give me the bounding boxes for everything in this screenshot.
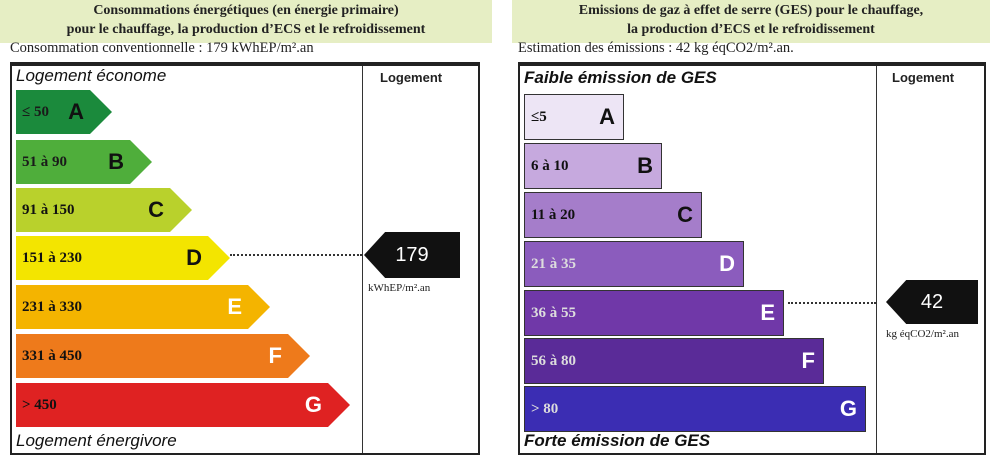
class-letter: A: [599, 104, 615, 129]
class-letter: C: [148, 197, 164, 222]
ges-class-D: 21 à 35 D: [524, 241, 744, 287]
class-letter: D: [719, 251, 735, 276]
ges-class-C: 11 à 20 C: [524, 192, 702, 238]
class-letter: F: [801, 348, 815, 373]
class-range: > 80: [531, 400, 559, 417]
energy-top-label: Logement économe: [16, 66, 167, 85]
class-range: 36 à 55: [531, 304, 576, 321]
energy-class-F: 331 à 450 F: [16, 334, 310, 378]
class-letter: E: [227, 294, 242, 319]
energy-title-2: pour le chauffage, la production d’ECS e…: [66, 22, 426, 37]
ges-class-G: > 80 G: [524, 386, 866, 432]
ges-bottom-label: Forte émission de GES: [524, 431, 711, 450]
class-range: 56 à 80: [531, 352, 576, 369]
class-range: 21 à 35: [531, 255, 576, 272]
class-letter: F: [268, 343, 282, 368]
energy-bottom-label: Logement énergivore: [16, 431, 177, 450]
ges-scale-box: Faible émission de GES Forte émission de…: [518, 62, 986, 455]
ges-estimate: Estimation des émissions : 42 kg éqCO2/m…: [518, 40, 794, 56]
class-range: 331 à 450: [22, 347, 82, 364]
energy-title-1: Consommations énergétiques (en énergie p…: [93, 3, 399, 18]
class-letter: G: [839, 396, 857, 421]
class-letter: B: [637, 153, 653, 178]
class-range: 51 à 90: [22, 153, 67, 170]
class-letter: C: [677, 202, 693, 227]
class-range: > 450: [22, 396, 57, 413]
ges-class-F: 56 à 80 F: [524, 338, 824, 384]
divider: [362, 66, 363, 453]
ges-top-label: Faible émission de GES: [524, 68, 717, 87]
ges-title-2: la production d’ECS et le refroidissemen…: [627, 22, 875, 37]
energy-header: Consommations énergétiques (en énergie p…: [0, 0, 492, 43]
energy-class-B: 51 à 90 B: [16, 140, 152, 184]
ges-class-B: 6 à 10 B: [524, 143, 662, 189]
energy-dotted-line: [230, 254, 362, 256]
energy-value-arrow: 179: [364, 232, 460, 278]
ges-header: Emissions de gaz à effet de serre (GES) …: [512, 0, 990, 43]
divider: [876, 66, 877, 453]
energy-column-header: Logement: [380, 70, 443, 85]
ges-unit: kg éqCO2/m².an: [886, 328, 959, 340]
class-letter: E: [760, 300, 775, 325]
energy-panel: Consommations énergétiques (en énergie p…: [0, 0, 492, 459]
energy-unit: kWhEP/m².an: [368, 282, 431, 294]
ges-class-A: ≤5 A: [524, 94, 624, 140]
ges-class-E: 36 à 55 E: [524, 290, 784, 336]
class-range: 11 à 20: [531, 206, 576, 223]
ges-title-1: Emissions de gaz à effet de serre (GES) …: [578, 3, 924, 18]
class-letter: G: [304, 392, 322, 417]
ges-column-header: Logement: [892, 70, 955, 85]
ges-value-arrow: 42: [886, 280, 978, 324]
energy-conventional: Consommation conventionnelle : 179 kWhEP…: [10, 40, 314, 56]
energy-class-G: > 450 G: [16, 383, 350, 427]
class-range: 231 à 330: [22, 298, 82, 315]
energy-class-E: 231 à 330 E: [16, 285, 270, 329]
energy-class-D: 151 à 230 D: [16, 236, 230, 280]
class-range: ≤5: [531, 108, 547, 125]
ges-dotted-line: [788, 302, 876, 304]
energy-scale-box: Logement économe Logement énergivore Log…: [10, 62, 480, 455]
class-range: 6 à 10: [531, 157, 569, 174]
class-range: 91 à 150: [22, 201, 75, 218]
energy-class-C: 91 à 150 C: [16, 188, 192, 232]
class-letter: B: [108, 149, 124, 174]
class-letter: D: [186, 245, 202, 270]
ges-panel: Emissions de gaz à effet de serre (GES) …: [512, 0, 990, 459]
class-letter: A: [68, 99, 84, 124]
class-range: ≤ 50: [22, 103, 49, 120]
energy-class-A: ≤ 50 A: [16, 90, 112, 134]
class-range: 151 à 230: [22, 249, 82, 266]
